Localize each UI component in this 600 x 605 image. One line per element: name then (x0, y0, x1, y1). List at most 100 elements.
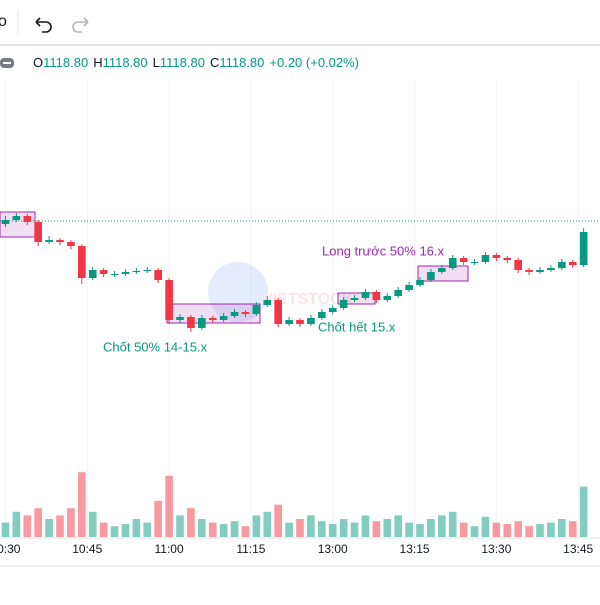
candle-body (361, 292, 370, 298)
candle-body (132, 271, 141, 272)
candle-body (208, 318, 217, 320)
volume-bar (318, 521, 326, 537)
candle-body (12, 216, 21, 220)
volume-bar (230, 521, 239, 537)
candle-body (514, 260, 522, 270)
x-tick-label: 13:15 (400, 542, 430, 556)
ohlc-value: 1118.80 (103, 55, 148, 70)
volume-bar (427, 519, 435, 537)
candle-body (372, 292, 381, 300)
volume-bar (361, 515, 370, 537)
candle-body (503, 258, 512, 260)
candle-body (67, 242, 75, 246)
volume-bar (187, 508, 195, 537)
volume-bar (492, 522, 501, 537)
volume-bar (470, 526, 479, 537)
volume-bar (45, 519, 53, 537)
volume-bar (132, 519, 141, 537)
volume-bar (23, 515, 32, 537)
annotation-text: Chốt hết 15.x (318, 319, 396, 334)
volume-bar (143, 522, 152, 537)
volume-bar (536, 524, 544, 537)
candle-body (110, 274, 119, 275)
volume-bar (176, 515, 184, 537)
candle-body (296, 320, 304, 324)
candle-body (78, 246, 86, 278)
candle-body (579, 232, 588, 265)
volume-bar (394, 515, 402, 537)
ohlc-label: C (210, 55, 219, 70)
volume-bar (339, 519, 348, 537)
volume-bar (328, 524, 337, 537)
candle-body (56, 240, 64, 242)
candle-body (34, 222, 42, 242)
annotation-text: Long trước 50% 16.x (322, 243, 445, 258)
candle-body (23, 216, 32, 222)
candle-body (492, 255, 501, 258)
volume-bar (296, 519, 304, 537)
x-tick-label: 13:45 (563, 542, 593, 556)
candle-body (230, 312, 239, 316)
undo-button[interactable] (35, 17, 52, 33)
volume-bar (558, 519, 566, 537)
candle-body (525, 270, 533, 272)
x-tick-label: 10:45 (72, 542, 102, 556)
volume-bar (198, 519, 206, 537)
candle-body (274, 300, 282, 324)
candle-body (470, 262, 479, 263)
volume-bar (405, 522, 413, 537)
ohlc-legend: O1118.80 H1118.80 L1118.80 C1118.80 +0.20 (+… (33, 55, 359, 70)
x-tick-label: 11:00 (155, 542, 184, 556)
ohlc-label: O (33, 55, 43, 70)
x-tick-label: 11:15 (236, 542, 265, 556)
volume-bar (78, 472, 86, 537)
volume-bar (99, 522, 108, 537)
volume-bar (241, 526, 250, 537)
candle-body (263, 300, 272, 305)
volume-bar (219, 524, 228, 537)
candle-body (88, 270, 97, 278)
candle-body (405, 285, 413, 290)
volume-bar (34, 508, 42, 537)
volume-bar (416, 524, 424, 537)
candle-body (307, 318, 315, 324)
toolbar-icon[interactable]: o (0, 13, 7, 30)
candle-body (198, 318, 206, 328)
candle-body (187, 317, 195, 328)
candle-body (547, 268, 555, 270)
volume-bar (481, 516, 490, 537)
volume-bar (372, 521, 381, 537)
volume-bar (459, 522, 468, 537)
volume-bar (252, 515, 261, 537)
candle-body (99, 270, 108, 274)
redo-button[interactable] (72, 17, 89, 33)
candle-body (416, 280, 424, 285)
svg-text:VIETSTOCK: VIETSTOCK (262, 291, 354, 308)
candle-body (241, 312, 250, 314)
volume-bar (525, 526, 533, 537)
volume-bar (88, 511, 97, 537)
candle-body (45, 240, 53, 242)
candle-body (383, 296, 392, 300)
volume-bar (503, 524, 512, 537)
candle-body (394, 290, 402, 296)
volume-bar (165, 475, 173, 537)
volume-bar (12, 511, 21, 537)
volume-bar (121, 524, 130, 537)
volume-bar (67, 508, 75, 537)
volume-bar (56, 515, 64, 537)
ohlc-value: 1118.80 (219, 55, 264, 70)
candle-body (328, 308, 337, 312)
candle-body (219, 316, 228, 320)
candle-body (481, 255, 490, 262)
volume-bar (154, 501, 162, 537)
volume-bar (1, 522, 10, 537)
ohlc-value: 1118.80 (43, 55, 88, 70)
candle-body (1, 220, 10, 224)
x-tick-label: 13:30 (481, 542, 511, 556)
volume-bar (568, 521, 577, 537)
volume-bar (263, 511, 272, 537)
candle-body (165, 280, 173, 320)
candle-body (568, 262, 577, 265)
